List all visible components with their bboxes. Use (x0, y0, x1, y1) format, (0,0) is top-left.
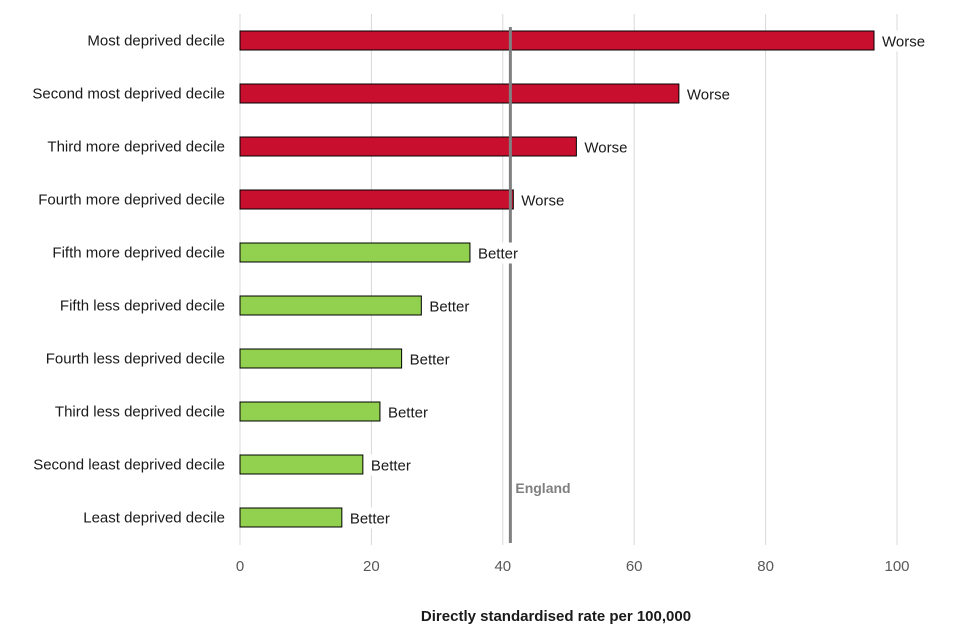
bar (239, 507, 343, 528)
category-label: Least deprived decile (83, 510, 225, 527)
category-label: Fifth less deprived decile (60, 298, 225, 315)
data-label-background (683, 83, 733, 105)
data-label-background (346, 507, 393, 529)
data-label-background (518, 189, 568, 211)
category-label: Fourth more deprived decile (38, 192, 225, 209)
bar (239, 295, 422, 316)
bar (239, 30, 875, 51)
bar (239, 401, 381, 422)
bar (239, 242, 471, 263)
category-labels: Most deprived decile Second most deprived… (32, 33, 225, 527)
england-reference-label: England (515, 480, 570, 496)
bars (239, 30, 875, 528)
x-tick-label: 60 (626, 558, 643, 575)
category-label: Fifth more deprived decile (52, 245, 225, 262)
x-axis-ticks: 0 20 40 60 80 100 (236, 558, 910, 575)
x-axis-title: Directly standardised rate per 100,000 (421, 608, 691, 625)
data-label: Better (410, 352, 450, 369)
category-label: Second least deprived decile (33, 457, 225, 474)
x-tick-label: 40 (494, 558, 511, 575)
data-label-background (879, 30, 929, 52)
data-label: Better (371, 458, 411, 475)
bar (239, 136, 577, 157)
bar (239, 348, 403, 369)
data-label: Worse (521, 193, 564, 210)
data-label: Worse (584, 140, 627, 157)
data-label-background (367, 454, 414, 476)
category-label: Fourth less deprived decile (46, 351, 225, 368)
data-labels: Worse Worse Worse Worse Better Better Better Be… (346, 30, 929, 529)
data-label-background (384, 401, 431, 423)
x-tick-label: 100 (884, 558, 909, 575)
category-label: Most deprived decile (87, 33, 225, 50)
x-tick-label: 20 (363, 558, 380, 575)
data-label-background (426, 295, 473, 317)
data-label-background (474, 242, 521, 264)
data-label: Better (350, 511, 390, 528)
category-label: Third more deprived decile (47, 139, 225, 156)
data-label: Better (388, 405, 428, 422)
x-tick-label: 0 (236, 558, 244, 575)
bar (239, 83, 680, 104)
x-tick-label: 80 (757, 558, 774, 575)
bar (239, 189, 514, 210)
category-label: Third less deprived decile (55, 404, 225, 421)
data-label: Better (429, 299, 469, 316)
data-label-background (406, 348, 453, 370)
data-label: Worse (687, 87, 730, 104)
data-label: Better (478, 246, 518, 263)
category-label: Second most deprived decile (32, 86, 225, 103)
bar (239, 454, 364, 475)
data-label-background (581, 136, 631, 158)
data-label: Worse (882, 34, 925, 51)
